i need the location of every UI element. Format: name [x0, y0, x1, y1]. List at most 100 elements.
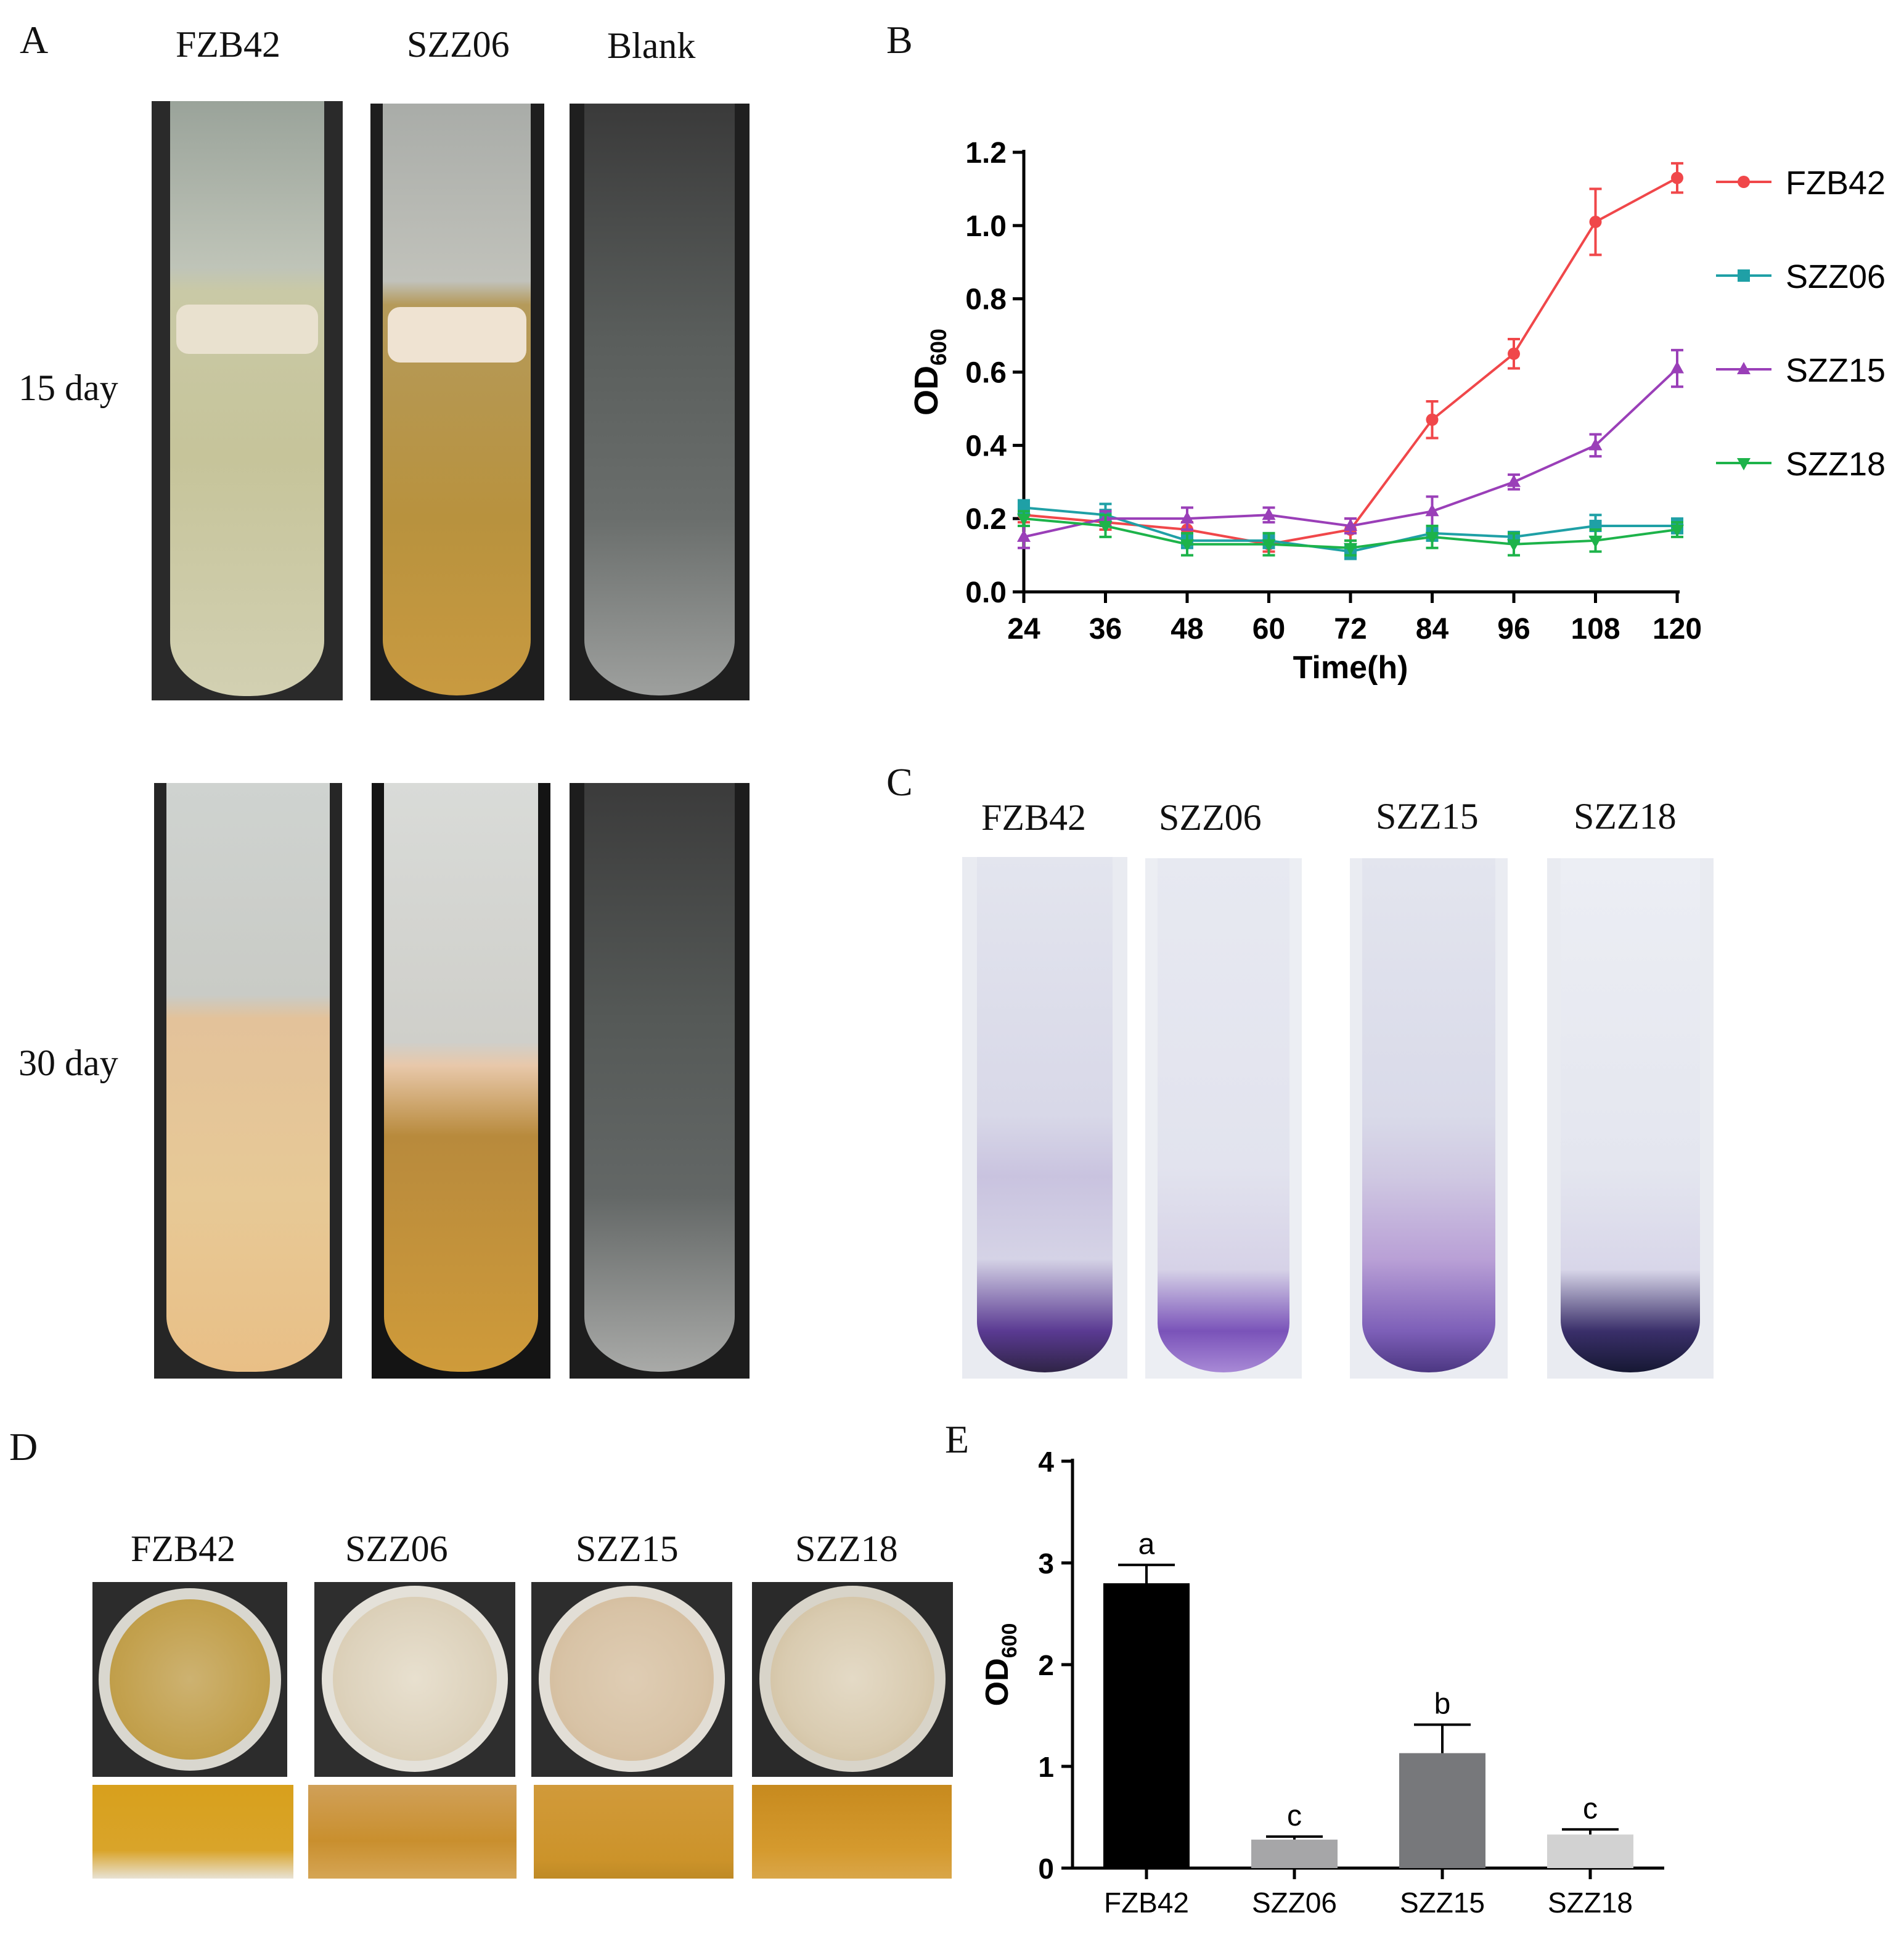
- data-point: [1262, 539, 1276, 552]
- y-tick-label: 0.6: [965, 357, 1007, 390]
- pellicle-side-szz06: [308, 1785, 517, 1879]
- panel-d-col-label: SZZ18: [795, 1528, 898, 1569]
- tube-photo-szz06-30day: [372, 783, 550, 1379]
- x-tick-label: FZB42: [1104, 1887, 1189, 1919]
- panel-c-col-label: SZZ18: [1574, 796, 1677, 837]
- data-point: [1344, 543, 1357, 555]
- legend-marker: [1738, 269, 1750, 282]
- x-tick-label: SZZ15: [1400, 1887, 1485, 1919]
- y-axis-label: OD600: [908, 329, 951, 416]
- data-point: [1589, 215, 1602, 228]
- data-point: [1017, 529, 1031, 542]
- legend-label: SZZ18: [1786, 446, 1886, 483]
- x-tick-label: 60: [1252, 613, 1285, 646]
- crystal-violet-tube-fzb42: [962, 857, 1127, 1379]
- data-point: [1180, 511, 1194, 524]
- y-tick-label: 0.4: [965, 430, 1007, 462]
- y-tick-label: 1.0: [965, 210, 1007, 243]
- data-point: [1180, 539, 1194, 552]
- pellicle-dish-szz06: [314, 1582, 515, 1777]
- panel-d-col-label: FZB42: [131, 1528, 236, 1569]
- panel-d-col-label: SZZ15: [576, 1528, 679, 1569]
- pellicle-side-szz15: [534, 1785, 733, 1879]
- y-tick-label: 0.2: [965, 503, 1007, 536]
- y-tick-label: 2: [1038, 1649, 1054, 1681]
- crystal-violet-tube-szz15: [1350, 858, 1508, 1379]
- x-tick-label: 96: [1497, 613, 1530, 646]
- bar-fzb42: [1103, 1583, 1190, 1868]
- pellicle-side-fzb42: [92, 1785, 293, 1879]
- pellicle-dish-szz18: [752, 1582, 953, 1777]
- y-tick-label: 1.2: [965, 137, 1007, 170]
- panel-c-col-label: SZZ15: [1376, 796, 1479, 837]
- pellicle-side-szz18: [752, 1785, 952, 1879]
- tube-photo-blank-30day: [570, 783, 750, 1379]
- significance-letter: a: [1138, 1528, 1155, 1560]
- data-point: [1507, 539, 1521, 552]
- biofilm-bar-chart: 0 1 2 3 4 OD600 a FZB42 c SZZ06 b SZZ15 c SZZ18: [979, 1446, 1664, 1919]
- y-tick-label: 0.8: [965, 284, 1007, 316]
- panel-a-row-label: 30 day: [18, 1043, 118, 1083]
- y-tick-label: 4: [1038, 1446, 1054, 1478]
- data-point: [1344, 519, 1357, 531]
- legend-marker: [1737, 362, 1751, 374]
- x-tick-label: SZZ18: [1548, 1887, 1633, 1919]
- significance-letter: b: [1434, 1687, 1451, 1720]
- series-szz15: [1017, 348, 1684, 549]
- data-point: [1098, 521, 1113, 534]
- y-axis-label: OD600: [979, 1623, 1021, 1707]
- crystal-violet-tube-szz18: [1547, 858, 1714, 1379]
- pellicle-dish-szz15: [531, 1582, 732, 1777]
- data-point: [1670, 524, 1684, 537]
- growth-line-chart: 0.0 0.2 0.4 0.6 0.8 1.0 1.2 24 36 48 60 72 84 96 108 12…: [908, 137, 1886, 686]
- panel-e-letter: E: [945, 1417, 970, 1461]
- bar-szz15: [1399, 1753, 1485, 1868]
- data-point: [1508, 347, 1520, 360]
- data-point: [1670, 361, 1684, 374]
- bar-szz06: [1251, 1839, 1338, 1868]
- data-point: [1507, 474, 1521, 487]
- panel-d-letter: D: [9, 1425, 38, 1469]
- panel-c-col-label: SZZ06: [1159, 797, 1262, 838]
- panel-c-col-label: FZB42: [981, 797, 1087, 838]
- tube-photo-szz06-15day: [370, 104, 544, 700]
- data-point: [1425, 531, 1439, 544]
- significance-letter: c: [1583, 1792, 1598, 1825]
- x-tick-label: 84: [1416, 613, 1449, 646]
- y-tick-label: 3: [1038, 1548, 1054, 1580]
- x-tick-label: 48: [1171, 613, 1203, 646]
- panel-a-row-label: 15 day: [18, 367, 118, 408]
- panel-a-col-label: SZZ06: [407, 24, 510, 65]
- series-line: [1023, 176, 1678, 546]
- y-tick-label: 0.0: [965, 576, 1007, 609]
- x-tick-label: SZZ06: [1252, 1887, 1337, 1919]
- legend-label: SZZ06: [1786, 258, 1886, 295]
- legend-marker: [1738, 176, 1750, 188]
- series-szz18: [1017, 510, 1684, 557]
- tube-photo-fzb42-30day: [154, 783, 342, 1379]
- x-tick-label: 72: [1334, 613, 1367, 646]
- data-point: [1426, 413, 1439, 426]
- series-fzb42: [1018, 162, 1683, 553]
- data-point: [1262, 507, 1276, 520]
- data-point: [1017, 514, 1031, 527]
- panel-b-letter: B: [886, 18, 913, 62]
- x-axis-label: Time(h): [1293, 650, 1408, 686]
- panel-a-col-label: FZB42: [176, 24, 281, 65]
- x-tick-label: 24: [1007, 613, 1040, 646]
- x-tick-label: 120: [1653, 613, 1702, 646]
- panel-d-col-label: SZZ06: [345, 1528, 448, 1569]
- tube-photo-fzb42-15day: [152, 101, 343, 700]
- legend-marker: [1737, 458, 1751, 470]
- data-point: [1425, 504, 1439, 517]
- data-point: [1588, 535, 1603, 548]
- panel-c-letter: C: [886, 760, 913, 804]
- x-tick-label: 108: [1571, 613, 1620, 646]
- panel-a-letter: A: [20, 18, 49, 62]
- x-tick-label: 36: [1089, 613, 1122, 646]
- pellicle-dish-fzb42: [92, 1582, 287, 1777]
- legend-label: SZZ15: [1786, 352, 1886, 389]
- tube-photo-blank-15day: [570, 104, 750, 700]
- data-point: [1588, 438, 1603, 451]
